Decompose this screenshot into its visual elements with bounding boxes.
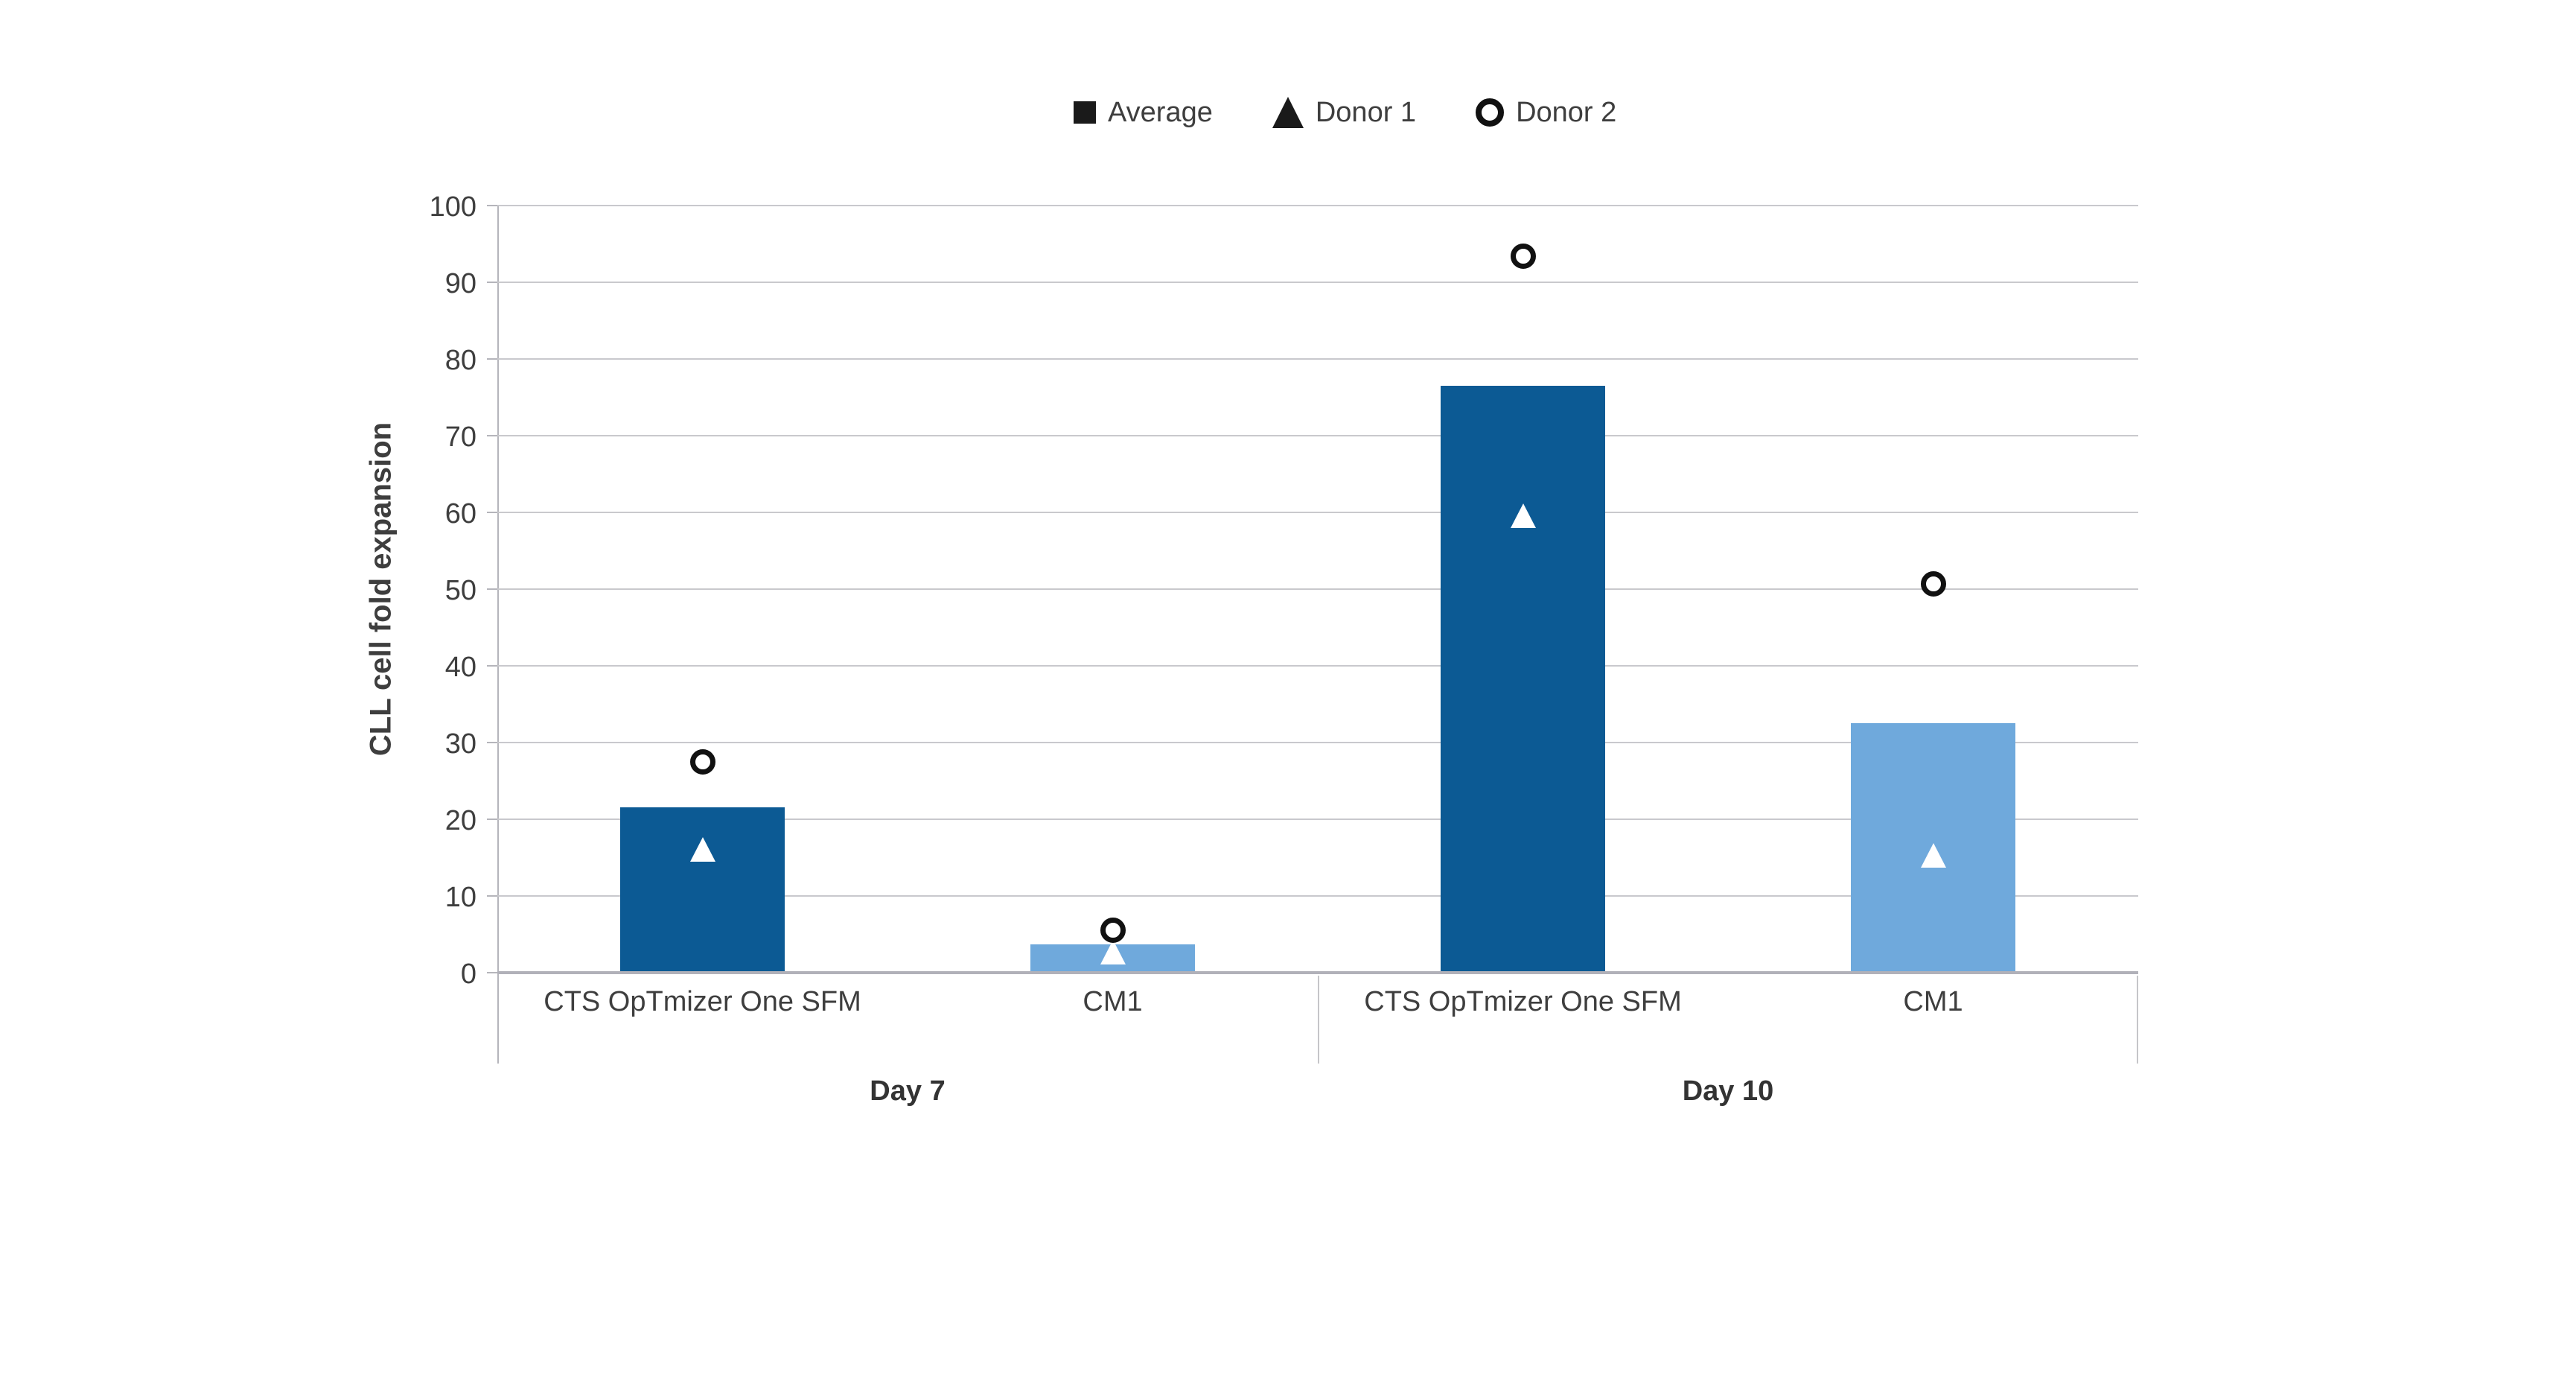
y-tick-90	[487, 282, 497, 283]
y-tick-70	[487, 435, 497, 436]
y-tick-label-80: 80	[444, 345, 476, 376]
y-tick-label-60: 60	[444, 498, 476, 530]
legend-item-donor-2: Donor 2	[1476, 98, 1616, 127]
legend-item-average: Average	[1074, 98, 1213, 127]
donor2-circle-marker	[689, 748, 715, 775]
gridline-40	[497, 665, 2138, 667]
y-tick-label-30: 30	[444, 728, 476, 760]
bar-average-day7-cts-optmizer-one-sfm	[620, 807, 785, 973]
y-tick-100	[487, 205, 497, 206]
category-label: CTS OpTmizer One SFM	[1364, 986, 1682, 1017]
gridline-90	[497, 282, 2138, 283]
group-label-day-7: Day 7	[870, 1075, 946, 1107]
y-tick-label-0: 0	[460, 959, 476, 990]
average-square-icon	[1074, 101, 1096, 124]
y-tick-label-10: 10	[444, 882, 476, 913]
gridline-20	[497, 819, 2138, 820]
group-label-day-10: Day 10	[1682, 1075, 1774, 1107]
group-divider-line	[1318, 976, 1319, 1064]
donor2-circle-marker	[1100, 918, 1126, 944]
donor2-circle-marker	[1920, 570, 1946, 597]
bar-average-day10-cts-optmizer-one-sfm	[1441, 386, 1605, 973]
legend-label: Donor 1	[1315, 97, 1417, 128]
donor2-circle-marker	[1510, 243, 1536, 269]
legend: Average Donor 1 Donor 2	[1074, 97, 1616, 128]
y-tick-label-50: 50	[444, 575, 476, 606]
donor1-triangle-marker	[689, 837, 715, 862]
donor1-triangle-marker	[1510, 503, 1536, 529]
donor1-triangle-marker	[1920, 843, 1946, 868]
y-tick-60	[487, 512, 497, 513]
x-axis-baseline	[497, 971, 2138, 974]
plot-area: 100 90 80 70 60 50 40 30 20 10 0 CTS OpTmizer One S…	[430, 193, 2138, 1105]
gridline-100	[497, 205, 2138, 206]
y-tick-10	[487, 895, 497, 897]
gridline-10	[497, 895, 2138, 897]
legend-label: Donor 2	[1516, 97, 1617, 128]
y-axis-line	[497, 206, 499, 1064]
donor2-circle-icon	[1476, 98, 1505, 127]
gridline-50	[497, 588, 2138, 590]
table-right-border	[2137, 976, 2138, 1064]
y-tick-30	[487, 742, 497, 743]
y-tick-label-40: 40	[444, 652, 476, 683]
gridline-70	[497, 435, 2138, 436]
y-tick-50	[487, 588, 497, 590]
gridline-60	[497, 512, 2138, 513]
y-tick-80	[487, 358, 497, 360]
donor1-triangle-icon	[1272, 97, 1304, 128]
y-tick-20	[487, 819, 497, 820]
category-label: CM1	[1903, 986, 1963, 1017]
category-label: CM1	[1083, 986, 1143, 1017]
y-tick-label-70: 70	[444, 422, 476, 453]
legend-item-donor-1: Donor 1	[1272, 97, 1416, 128]
y-tick-40	[487, 665, 497, 667]
donor1-triangle-marker	[1100, 940, 1126, 965]
y-tick-label-100: 100	[429, 191, 476, 223]
gridline-80	[497, 358, 2138, 360]
y-tick-label-90: 90	[444, 268, 476, 299]
y-tick-0	[487, 972, 497, 973]
legend-label: Average	[1108, 97, 1213, 128]
y-tick-label-20: 20	[444, 805, 476, 836]
gridline-30	[497, 742, 2138, 743]
category-label: CTS OpTmizer One SFM	[543, 986, 861, 1017]
